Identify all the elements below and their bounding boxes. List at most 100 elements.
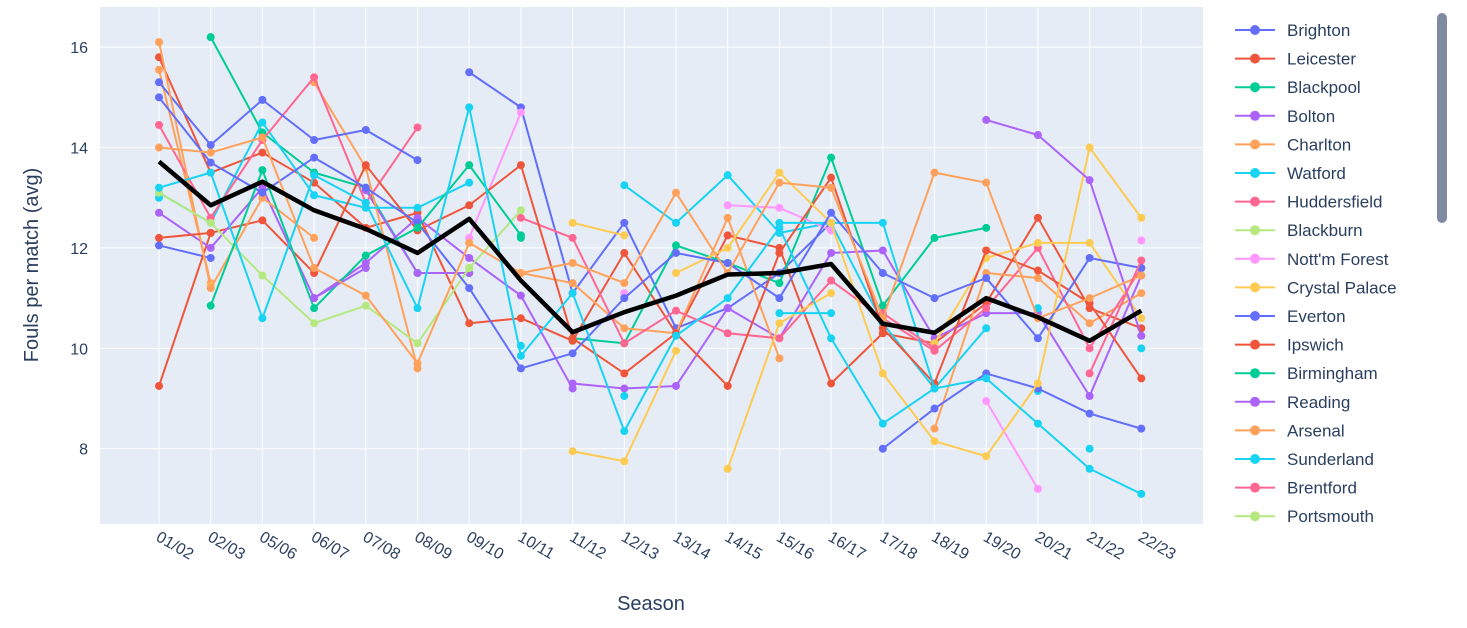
data-point[interactable]	[155, 208, 163, 217]
data-point[interactable]	[155, 78, 163, 87]
data-point[interactable]	[1033, 238, 1042, 247]
data-point[interactable]	[930, 424, 939, 433]
data-point[interactable]	[361, 125, 370, 134]
series-leicester[interactable]	[155, 161, 1146, 390]
data-point[interactable]	[827, 289, 836, 298]
data-point[interactable]	[672, 331, 680, 340]
data-point[interactable]	[1137, 213, 1146, 222]
data-point[interactable]	[1033, 266, 1042, 275]
data-point[interactable]	[930, 233, 939, 242]
data-point[interactable]	[258, 133, 267, 142]
data-point[interactable]	[310, 294, 319, 303]
data-point[interactable]	[310, 264, 319, 273]
data-point[interactable]	[930, 437, 939, 446]
data-point[interactable]	[516, 206, 525, 215]
data-point[interactable]	[258, 95, 267, 104]
data-point[interactable]	[310, 153, 319, 162]
data-point[interactable]	[155, 381, 163, 390]
data-point[interactable]	[620, 427, 629, 436]
data-point[interactable]	[878, 218, 887, 227]
series-crystal-palace[interactable]	[672, 143, 1146, 461]
data-point[interactable]	[775, 223, 784, 232]
data-point[interactable]	[155, 120, 163, 129]
data-point[interactable]	[1085, 176, 1094, 185]
data-point[interactable]	[827, 276, 836, 285]
data-point[interactable]	[1137, 256, 1146, 265]
data-point[interactable]	[723, 213, 732, 222]
data-point[interactable]	[155, 93, 163, 102]
legend-scrollbar[interactable]	[1437, 13, 1447, 223]
series-sunderland[interactable]	[155, 103, 1146, 498]
data-point[interactable]	[723, 381, 732, 390]
data-point[interactable]	[775, 294, 784, 303]
series-extra-10[interactable]	[568, 346, 680, 466]
data-point[interactable]	[620, 294, 629, 303]
data-point[interactable]	[878, 269, 887, 278]
series-ipswich[interactable]	[155, 228, 215, 242]
data-point[interactable]	[155, 143, 163, 152]
data-point[interactable]	[155, 38, 163, 47]
data-point[interactable]	[206, 284, 215, 293]
data-point[interactable]	[982, 397, 991, 406]
data-point[interactable]	[568, 384, 577, 393]
data-point[interactable]	[620, 218, 629, 227]
legend-item[interactable]: Reading	[1235, 393, 1350, 412]
data-point[interactable]	[568, 233, 577, 242]
data-point[interactable]	[361, 264, 370, 273]
data-point[interactable]	[206, 141, 215, 150]
data-point[interactable]	[775, 279, 784, 288]
data-point[interactable]	[620, 392, 629, 401]
data-point[interactable]	[258, 216, 267, 225]
series-birmingham[interactable]	[206, 161, 525, 313]
data-point[interactable]	[1137, 374, 1146, 383]
data-point[interactable]	[672, 241, 680, 250]
data-point[interactable]	[775, 334, 784, 343]
data-point[interactable]	[982, 246, 991, 255]
data-point[interactable]	[982, 115, 991, 124]
legend-item[interactable]: Blackburn	[1235, 221, 1363, 240]
data-point[interactable]	[465, 178, 474, 187]
data-point[interactable]	[155, 241, 163, 250]
data-point[interactable]	[1137, 344, 1146, 353]
data-point[interactable]	[206, 218, 215, 227]
series-nott-m-forest[interactable]	[1137, 236, 1146, 245]
data-point[interactable]	[827, 248, 836, 257]
data-point[interactable]	[361, 251, 370, 260]
data-point[interactable]	[206, 301, 215, 310]
data-point[interactable]	[465, 264, 474, 273]
data-point[interactable]	[1085, 464, 1094, 473]
data-point[interactable]	[723, 243, 732, 252]
data-point[interactable]	[878, 301, 887, 310]
data-point[interactable]	[1137, 424, 1146, 433]
data-point[interactable]	[982, 178, 991, 187]
data-point[interactable]	[1085, 369, 1094, 378]
data-point[interactable]	[516, 231, 525, 240]
legend[interactable]: Brighton Leicester Blackpool Bolton Charlton…	[1235, 21, 1397, 526]
data-point[interactable]	[775, 248, 784, 257]
data-point[interactable]	[827, 183, 836, 192]
data-point[interactable]	[982, 223, 991, 232]
data-point[interactable]	[930, 404, 939, 413]
data-point[interactable]	[568, 289, 577, 298]
data-point[interactable]	[310, 191, 319, 200]
data-point[interactable]	[465, 319, 474, 328]
data-point[interactable]	[516, 161, 525, 170]
data-point[interactable]	[568, 258, 577, 267]
data-point[interactable]	[982, 274, 991, 283]
legend-item[interactable]: Brentford	[1235, 479, 1357, 498]
series-everton[interactable]	[155, 93, 1146, 373]
data-point[interactable]	[206, 243, 215, 252]
data-point[interactable]	[361, 301, 370, 310]
data-point[interactable]	[413, 304, 422, 313]
data-point[interactable]	[465, 238, 474, 247]
data-point[interactable]	[568, 447, 577, 456]
data-point[interactable]	[465, 161, 474, 170]
data-point[interactable]	[1033, 484, 1042, 493]
legend-item[interactable]: Bolton	[1235, 107, 1335, 126]
data-point[interactable]	[723, 201, 732, 210]
data-point[interactable]	[775, 178, 784, 187]
data-point[interactable]	[620, 231, 629, 240]
data-point[interactable]	[827, 153, 836, 162]
data-point[interactable]	[1085, 253, 1094, 262]
data-point[interactable]	[361, 198, 370, 207]
